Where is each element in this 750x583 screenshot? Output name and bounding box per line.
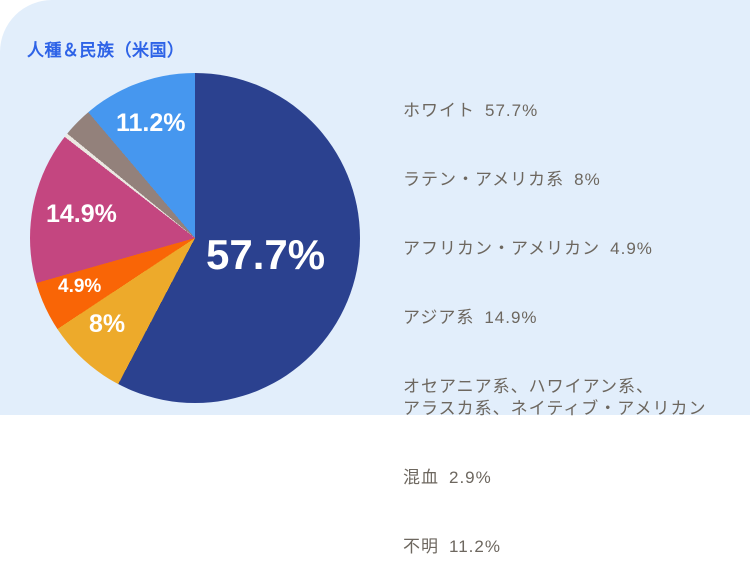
pie-slice-label-latin-american: 8% — [89, 312, 125, 337]
chart-title: 人種＆民族（米国） — [27, 36, 185, 61]
pie-slice-label-white: 57.7% — [206, 234, 325, 276]
legend-item-latin-american: ラテン・アメリカ系 8% — [403, 147, 706, 191]
legend-label: オセアニア系、ハワイアン系、 アラスカ系、ネイティブ・アメリカン — [403, 377, 706, 418]
legend-label: ラテン・アメリカ系 — [403, 170, 564, 189]
legend-value: 57.7% — [485, 101, 538, 120]
legend-label: ホワイト — [403, 101, 475, 120]
pie-slice-label-african-american: 4.9% — [58, 277, 101, 296]
legend-label: アフリカン・アメリカン — [403, 239, 600, 258]
legend-value: 11.2% — [449, 537, 501, 556]
legend-item-asian: アジア系 14.9% — [403, 285, 706, 329]
pie-slice-label-unknown: 11.2% — [116, 111, 186, 136]
pie-slice-label-asian: 14.9% — [46, 202, 117, 227]
legend-item-african-american: アフリカン・アメリカン 4.9% — [403, 216, 706, 260]
demographics-card: 人種＆民族（米国） 57.7% 11.2% 14.9% 4.9% 8% ホワイト… — [0, 0, 750, 415]
legend-label: 不明 — [403, 537, 439, 556]
legend-value: 4.9% — [610, 239, 653, 258]
legend-item-mixed: 混血 2.9% — [403, 445, 706, 489]
legend-item-unknown: 不明 11.2% — [403, 514, 706, 558]
legend-item-white: ホワイト 57.7% — [403, 78, 706, 122]
legend: ホワイト 57.7% ラテン・アメリカ系 8% アフリカン・アメリカン 4.9% アジ… — [403, 78, 706, 583]
legend-value: 8% — [574, 170, 601, 189]
legend-label: 混血 — [403, 468, 439, 487]
legend-value: 2.9% — [449, 468, 492, 487]
legend-item-oceanian-native: オセアニア系、ハワイアン系、 アラスカ系、ネイティブ・アメリカン — [403, 354, 706, 420]
legend-label: アジア系 — [403, 308, 474, 327]
legend-value: 14.9% — [484, 308, 537, 327]
